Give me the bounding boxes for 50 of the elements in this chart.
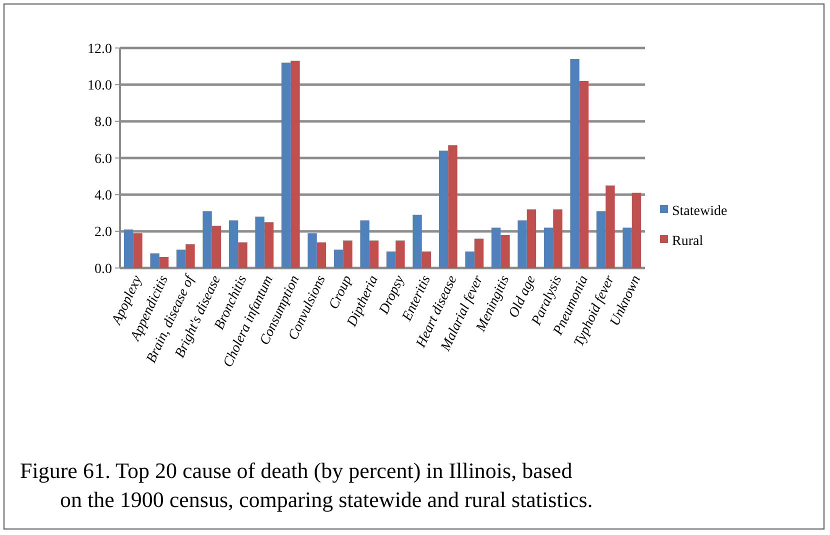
bar: [212, 226, 222, 268]
bar: [553, 209, 562, 268]
bar: [202, 211, 212, 268]
bar: [386, 252, 396, 268]
legend-label: Statewide: [672, 204, 728, 219]
bar: [500, 235, 510, 268]
bar: [474, 238, 484, 268]
bar: [526, 209, 536, 268]
bar: [264, 222, 274, 268]
bar: [124, 230, 134, 268]
bar: [255, 216, 264, 268]
bar: [570, 59, 580, 268]
bar: [632, 192, 642, 268]
bar: [290, 60, 300, 268]
bar: [396, 240, 405, 268]
bar: [150, 253, 160, 268]
bar: [422, 252, 432, 268]
bar: [606, 186, 615, 268]
y-tick-label: 0.0: [94, 262, 112, 277]
bar: [518, 220, 527, 268]
y-tick-label: 8.0: [94, 115, 112, 130]
bar: [360, 220, 370, 268]
bar: [343, 240, 352, 268]
bar: [622, 228, 632, 268]
bar: [465, 252, 474, 268]
y-tick-label: 4.0: [94, 188, 112, 204]
bar: [281, 62, 291, 268]
bar: [176, 250, 186, 268]
bar: [544, 228, 554, 268]
legend-label: Rural: [672, 234, 704, 249]
bar: [369, 240, 379, 268]
bar: [491, 228, 501, 268]
y-tick-label: 6.0: [94, 152, 112, 167]
bar: [238, 242, 248, 268]
bar: [308, 233, 317, 268]
bar: [334, 250, 344, 268]
bar: [133, 233, 142, 268]
bar: [186, 244, 195, 268]
bar: [448, 145, 458, 268]
bar: [228, 220, 238, 268]
bar: [596, 211, 606, 268]
bar: [438, 150, 448, 268]
bar: [316, 242, 326, 268]
caption: Figure 61. Top 20 cause of death (by percent) in Illinois, based on the 1900 census, comparing statewide and rural statistics.: [20, 458, 593, 512]
bar: [412, 214, 422, 268]
bar: [579, 81, 589, 268]
y-tick-label: 2.0: [94, 225, 112, 240]
bar: [159, 257, 169, 268]
y-tick-label: 10.0: [88, 78, 112, 94]
y-tick-label: 12.0: [88, 42, 112, 57]
